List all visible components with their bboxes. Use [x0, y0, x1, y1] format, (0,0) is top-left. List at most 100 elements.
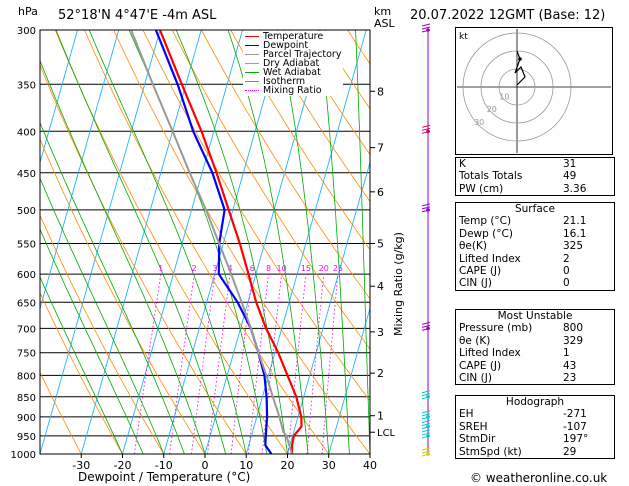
dry-adiabat-line [288, 30, 370, 156]
isotherm-line [122, 30, 243, 454]
row-label: θe (K) [459, 334, 491, 347]
pressure-tick-label: 950 [17, 432, 36, 443]
table-row: θe(K) 325 [456, 240, 614, 252]
row-label: Dewp (°C) [459, 227, 513, 240]
hodograph-ring-label: 20 [487, 105, 497, 114]
pressure-tick-label: 600 [17, 270, 36, 281]
wind-barb-flag [421, 130, 431, 134]
wind-barb-flag [421, 432, 431, 436]
dry-adiabat-line [40, 138, 206, 454]
wind-barb-flag [421, 416, 431, 420]
wind-barb-flag [421, 203, 431, 207]
table-row: CIN (J) 23 [456, 372, 614, 384]
legend-label: Parcel Trajectory [263, 49, 342, 60]
wind-barb-flag [421, 453, 431, 457]
mixing-ratio-line [133, 274, 162, 454]
legend-label: Wet Adiabat [263, 67, 321, 78]
dry-adiabat-line [40, 291, 123, 454]
wind-barb-flag [421, 429, 431, 433]
row-value: 329 [563, 334, 584, 347]
hodograph-ring-label: 30 [474, 118, 484, 127]
table-row: CAPE (J) 43 [456, 360, 614, 372]
x-tick-label: 30 [322, 459, 336, 472]
wind-barb [421, 321, 431, 331]
mixing-ratio-label: 3 [212, 264, 217, 273]
height-tick-label: 8 [377, 85, 384, 98]
wind-barb [421, 447, 431, 457]
table-title: Hodograph [505, 396, 565, 408]
row-value: 800 [563, 322, 584, 335]
isotherm-line [0, 0, 13, 471]
row-value: 325 [563, 240, 584, 253]
table-row: K 31 [456, 158, 614, 170]
row-value: 31 [563, 158, 577, 170]
wet-adiabat-line [40, 177, 165, 454]
table-row: θe (K) 329 [456, 335, 614, 347]
pressure-tick-label: 350 [17, 80, 36, 91]
mixing-ratio-axis-title: Mixing Ratio (g/kg) [392, 232, 405, 336]
pressure-tick-label: 800 [17, 371, 36, 382]
hodograph-table-panel: Hodograph EH -271 SREH -107 StmDir 197° StmSpd … [455, 395, 615, 460]
mixing-ratio-line [261, 274, 283, 454]
table-title-row: Most Unstable [456, 310, 614, 322]
row-value: 23 [563, 372, 577, 385]
mixing-ratio-label: 1 [158, 264, 163, 273]
hodograph-ring [462, 32, 572, 142]
mixing-ratio-line [321, 274, 339, 454]
isotherm-line [80, 30, 202, 454]
dry-adiabat-line [446, 0, 455, 471]
table-row: CAPE (J) 0 [456, 265, 614, 277]
isotherm-line [40, 30, 161, 454]
x-tick-label: 0 [202, 459, 209, 472]
table-row: CIN (J) 0 [456, 277, 614, 289]
wet-adiabat-line [227, 30, 309, 454]
wind-barb-flag [421, 435, 431, 439]
height-tick-label: 3 [377, 326, 384, 339]
row-label: CIN (J) [459, 277, 492, 290]
table-title-row: Hodograph [456, 396, 614, 408]
mixing-ratio-label: 10 [276, 264, 286, 273]
wind-barb-flag [421, 426, 431, 430]
row-value: 1 [563, 347, 570, 360]
wind-barb-flag [421, 124, 431, 128]
mixing-ratio-label: 15 [301, 264, 311, 273]
pressure-tick-label: 650 [17, 298, 36, 309]
wind-barb-flag [421, 26, 431, 30]
table-row: EH -271 [456, 408, 614, 420]
wet-adiabat-line [40, 276, 123, 454]
legend-label: Dewpoint [263, 40, 309, 51]
wind-barb [421, 410, 431, 420]
wet-adiabat-line [55, 30, 226, 454]
row-value: 2 [563, 252, 570, 265]
isotherm-line [406, 0, 455, 471]
legend-swatch [245, 81, 259, 82]
wet-adiabat-line [175, 30, 288, 454]
isotherm-line [448, 0, 455, 471]
pressure-tick-label: 900 [17, 413, 36, 424]
copyright-text: © weatheronline.co.uk [470, 471, 608, 485]
legend-label: Isotherm [263, 76, 306, 87]
row-value: 49 [563, 170, 577, 183]
chart-plot-area: 1 2 3 4 6 8 10 15 20 25 [0, 0, 455, 471]
x-tick-label: -30 [72, 459, 90, 472]
row-value: 21.1 [563, 215, 587, 228]
wind-barb-flag [421, 206, 431, 210]
height-tick-label: 6 [377, 186, 384, 199]
row-label: Pressure (mb) [459, 322, 533, 335]
pressure-tick-label: 450 [17, 169, 36, 180]
x-tick-label: -20 [114, 459, 132, 472]
isotherm-line [287, 160, 370, 454]
dry-adiabat-line [40, 214, 165, 454]
indices-panel: K 31 Totals Totals 49 PW (cm) 3.36 [455, 157, 615, 197]
table-row: SREH -107 [456, 421, 614, 433]
surface-panel: Surface Temp (°C) 21.1 Dewp (°C) 16.1 θe(K) 32… [455, 202, 615, 291]
legend-item: Temperature [245, 32, 341, 41]
height-tick-label: 1 [377, 410, 384, 423]
wind-barbs [421, 23, 431, 457]
most-unstable-table: Most Unstable Pressure (mb) 800 θe (K) 329 Li… [456, 310, 614, 384]
legend-item: Isotherm [245, 77, 341, 86]
height-tick-label: 7 [377, 142, 384, 155]
dry-adiabat-line [171, 30, 370, 350]
row-label: StmDir [459, 433, 496, 446]
mixing-ratio-label: 6 [250, 264, 255, 273]
